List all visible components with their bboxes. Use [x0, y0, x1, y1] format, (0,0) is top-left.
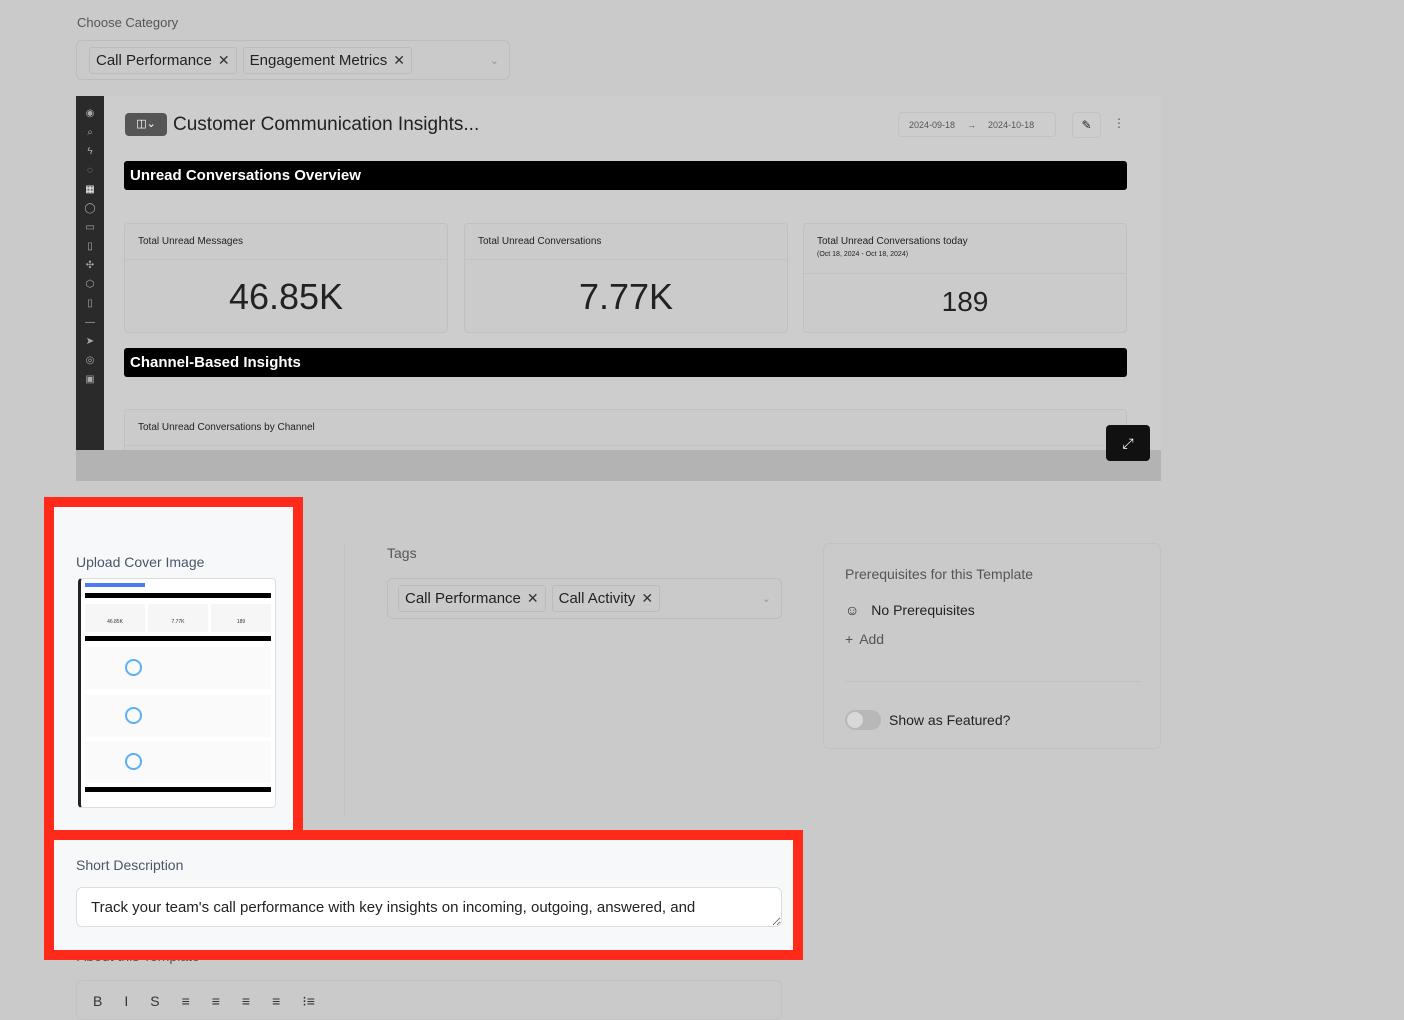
date-from: 2024-09-18: [909, 119, 956, 130]
remove-icon[interactable]: ✕: [526, 590, 539, 606]
strike-button[interactable]: S: [150, 993, 160, 1009]
chart-card-title: Total Unread Conversations by Channel: [125, 410, 1126, 446]
more-icon[interactable]: ⋮: [1113, 116, 1125, 130]
metric-title: Total Unread Messages: [125, 224, 447, 260]
divider: [845, 681, 1141, 682]
category-label: Choose Category: [77, 15, 179, 30]
short-description-section: Short Description Track your team's call…: [44, 830, 803, 960]
cover-image-thumbnail[interactable]: 46.85K 7.77K 189: [78, 578, 276, 808]
align-button[interactable]: ≡: [211, 993, 220, 1009]
italic-button[interactable]: I: [124, 993, 129, 1009]
metric-value: 46.85K: [228, 276, 344, 317]
metric-title: Total Unread Conversations today: [817, 236, 968, 247]
date-to: 2024-10-18: [988, 119, 1035, 130]
cover-image-section: Upload Cover Image 46.85K 7.77K 189: [44, 497, 303, 840]
date-range-picker[interactable]: 2024-09-18 → 2024-10-18: [898, 112, 1056, 137]
arrow-right-icon: →: [967, 119, 977, 130]
dashboard-preview: ◉ ⌕ ϟ ◌ ▦ ◯ ▭ ▯ ✣ ⬡ ▯ — ➤ ◎ ▣ ◫⌄ Customer Communicatio…: [76, 96, 1161, 481]
prereq-title: Prerequisites for this Template: [845, 566, 1034, 582]
metric-card: Total Unread Messages 46.85K: [124, 223, 448, 333]
remove-icon[interactable]: ✕: [393, 51, 405, 68]
send-icon: ➤: [85, 336, 95, 347]
plus-icon: +: [845, 631, 854, 647]
section-header: Unread Conversations Overview: [124, 161, 1127, 190]
doc-icon: ▯: [87, 298, 93, 309]
add-label: Add: [859, 631, 885, 647]
archive-icon: ▣: [85, 374, 95, 385]
no-prereq-text: No Prerequisites: [871, 602, 975, 618]
avatar-icon: ◉: [85, 108, 95, 119]
expand-icon[interactable]: ⤢: [1106, 425, 1150, 461]
chip-label: Engagement Metrics: [249, 51, 388, 69]
preview-footer: [76, 450, 1161, 481]
chip-label: Call Performance: [405, 590, 521, 607]
tags-label: Tags: [387, 545, 417, 561]
metric-subtitle: (Oct 18, 2024 - Oct 18, 2024): [817, 251, 909, 258]
category-chip[interactable]: Engagement Metrics ✕: [242, 46, 412, 74]
chip-label: Call Performance: [96, 51, 212, 69]
preview-sidebar: ◉ ⌕ ϟ ◌ ▦ ◯ ▭ ▯ ✣ ⬡ ▯ — ➤ ◎ ▣: [76, 96, 104, 450]
featured-toggle[interactable]: [845, 710, 881, 730]
dashboard-title: Customer Communication Insights...: [173, 114, 480, 135]
apps-icon: ✣: [85, 260, 95, 271]
metric-value: 7.77K: [578, 276, 674, 317]
smiley-icon: ☺: [845, 602, 860, 618]
add-prereq-button[interactable]: + Add: [845, 631, 884, 647]
align-button[interactable]: ≡: [241, 993, 251, 1009]
chevron-down-icon[interactable]: ⌄: [761, 593, 771, 605]
target-icon: ◎: [85, 355, 95, 366]
layout-switch-button[interactable]: ◫⌄: [125, 113, 167, 136]
metric-title: Total Unread Conversations: [465, 224, 787, 260]
chat-icon: ◯: [84, 203, 96, 214]
align-button[interactable]: ≡: [272, 993, 281, 1009]
edit-icon[interactable]: ✎: [1072, 112, 1101, 138]
metric-card: Total Unread Conversations 7.77K: [464, 223, 788, 333]
box-icon: ⬡: [85, 279, 95, 290]
short-description-input[interactable]: Track your team's call performance with …: [76, 887, 782, 927]
cover-label: Upload Cover Image: [76, 554, 205, 570]
divider: —: [85, 317, 95, 328]
category-select[interactable]: Call Performance ✕ Engagement Metrics ✕ ⌄: [76, 40, 510, 80]
divider: [344, 545, 345, 815]
prerequisites-card: Prerequisites for this Template ☺ No Prer…: [823, 543, 1161, 749]
remove-icon[interactable]: ✕: [641, 590, 654, 606]
help-icon: ◌: [87, 165, 93, 176]
metric-card: Total Unread Conversations today (Oct 18,…: [803, 223, 1127, 333]
section-header: Channel-Based Insights: [124, 348, 1127, 377]
short-desc-label: Short Description: [76, 857, 184, 873]
align-button[interactable]: ≡: [181, 993, 190, 1009]
list-button[interactable]: ⁝≡: [302, 993, 315, 1009]
metric-value: 189: [941, 286, 989, 317]
remove-icon[interactable]: ✕: [217, 51, 230, 68]
book-icon: ▯: [87, 241, 93, 252]
featured-label: Show as Featured?: [889, 712, 1011, 728]
tags-select[interactable]: Call Performance ✕ Call Activity ✕ ⌄: [387, 578, 782, 619]
search-icon: ⌕: [87, 127, 93, 138]
chip-label: Call Activity: [558, 590, 636, 607]
chevron-down-icon[interactable]: ⌄: [489, 54, 499, 67]
tag-chip[interactable]: Call Performance ✕: [398, 585, 546, 612]
grid-icon: ▦: [85, 184, 95, 195]
category-chip[interactable]: Call Performance ✕: [89, 46, 237, 74]
bolt-icon: ϟ: [87, 146, 93, 157]
calendar-icon: ▭: [85, 222, 95, 233]
editor-toolbar: B I S ≡ ≡ ≡ ≡ ⁝≡: [76, 980, 782, 1020]
tag-chip[interactable]: Call Activity ✕: [551, 585, 661, 612]
bold-button[interactable]: B: [93, 993, 103, 1009]
